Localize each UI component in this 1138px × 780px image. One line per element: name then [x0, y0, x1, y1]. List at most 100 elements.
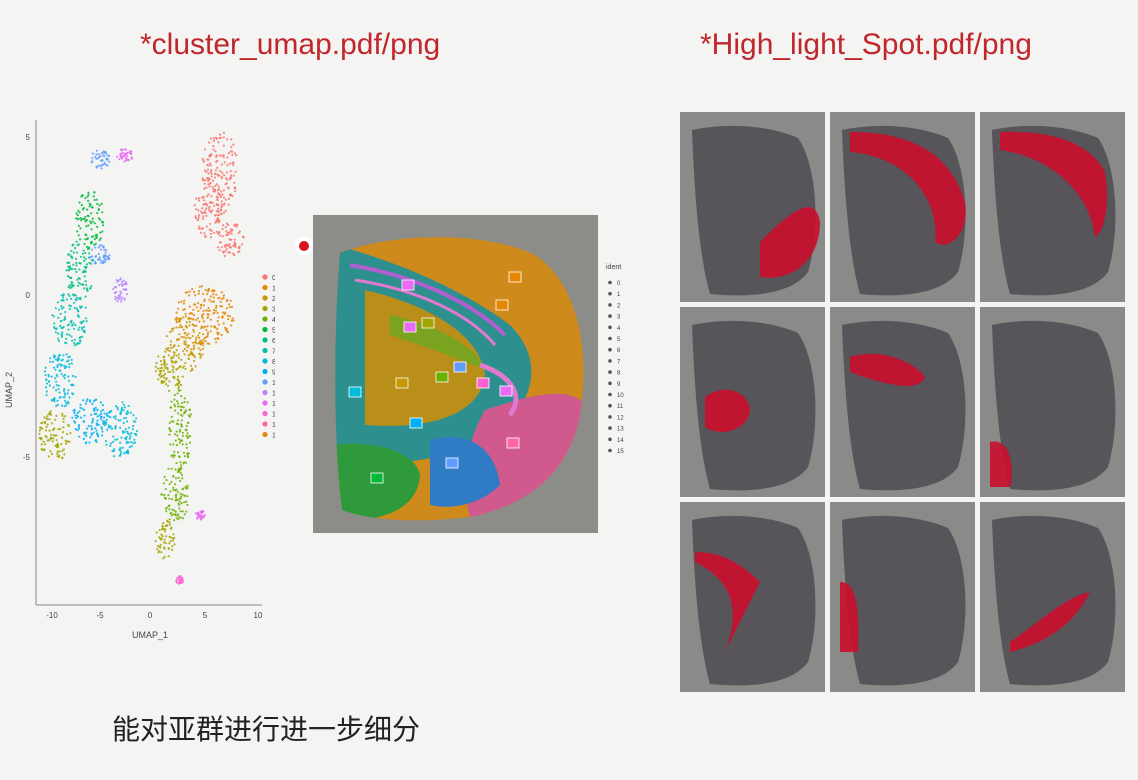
umap-point — [61, 412, 64, 415]
umap-point — [75, 251, 79, 254]
umap-point — [220, 305, 224, 308]
umap-point — [130, 432, 133, 435]
highlight-tile — [680, 112, 825, 302]
umap-point — [197, 334, 200, 337]
umap-point — [179, 405, 182, 408]
umap-point — [197, 216, 200, 219]
umap-point — [220, 163, 223, 166]
umap-point — [77, 315, 80, 318]
umap-point — [76, 278, 79, 281]
umap-point — [188, 294, 191, 297]
umap-point — [160, 551, 163, 554]
umap-point — [83, 431, 86, 434]
umap-point — [93, 222, 96, 225]
umap-point — [212, 190, 215, 193]
umap-point — [79, 416, 83, 419]
umap-point — [191, 334, 194, 338]
umap-point — [202, 344, 205, 347]
umap-point — [94, 427, 97, 430]
umap-point — [53, 366, 56, 369]
umap-point — [56, 452, 59, 455]
umap-point — [201, 333, 205, 336]
umap-point — [212, 296, 215, 299]
umap-point — [176, 434, 179, 437]
umap-point — [202, 304, 205, 307]
umap-point — [59, 320, 63, 323]
umap-point — [76, 314, 79, 317]
spatial-legend-label: 1 — [617, 292, 621, 298]
left-title: *cluster_umap.pdf/png — [140, 28, 441, 61]
umap-point — [58, 308, 61, 311]
umap-point — [113, 448, 116, 451]
umap-point — [170, 400, 173, 403]
umap-point — [214, 337, 217, 340]
umap-point — [163, 538, 166, 541]
spatial-cluster-label — [435, 371, 449, 383]
umap-point — [206, 177, 209, 180]
umap-point — [160, 363, 163, 366]
umap-point — [205, 214, 208, 217]
umap-point — [72, 251, 75, 254]
umap-point — [170, 361, 174, 364]
umap-point — [68, 355, 71, 358]
umap-point — [166, 524, 169, 527]
umap-point — [217, 207, 220, 210]
umap-point — [56, 446, 60, 449]
umap-point — [191, 368, 194, 372]
umap-point — [116, 155, 119, 158]
umap-point — [85, 245, 88, 248]
umap-point — [89, 220, 92, 223]
umap-point — [121, 155, 124, 158]
umap-point — [87, 425, 90, 428]
umap-point — [175, 368, 178, 371]
umap-point — [200, 304, 203, 307]
umap-point — [187, 456, 190, 459]
umap-point — [62, 354, 65, 357]
umap-point — [122, 288, 125, 291]
umap-point — [165, 510, 168, 513]
umap-point — [114, 286, 117, 289]
umap-point — [197, 213, 200, 217]
umap-point — [181, 443, 184, 446]
umap-point — [85, 219, 88, 222]
umap-point — [84, 442, 87, 445]
umap-point — [101, 408, 104, 411]
umap-point — [224, 183, 227, 186]
umap-point — [77, 427, 80, 430]
umap-point — [90, 228, 93, 231]
umap-point — [89, 203, 92, 206]
umap-point — [179, 383, 182, 386]
umap-point — [49, 450, 52, 453]
umap-point — [210, 300, 213, 303]
umap-point — [216, 173, 219, 176]
umap-point — [213, 311, 216, 314]
umap-point — [109, 416, 112, 419]
umap-point — [79, 262, 82, 265]
umap-point — [175, 316, 178, 319]
umap-point — [164, 366, 167, 370]
umap-point — [118, 284, 121, 287]
umap-point — [93, 198, 96, 202]
umap-point — [65, 269, 68, 272]
umap-point — [217, 337, 220, 340]
umap-point — [192, 313, 196, 317]
umap-point — [52, 386, 55, 389]
umap-point — [120, 300, 123, 303]
umap-point — [172, 420, 175, 423]
umap-point — [186, 401, 189, 404]
umap-point — [215, 160, 218, 163]
umap-point — [99, 401, 102, 404]
umap-point — [79, 238, 82, 241]
umap-point — [180, 464, 183, 467]
umap-point — [81, 335, 84, 338]
umap-point — [78, 326, 81, 329]
highlight-tile — [680, 502, 825, 692]
umap-axes — [35, 120, 262, 606]
umap-point — [49, 360, 52, 363]
umap-point — [176, 400, 179, 403]
umap-point — [84, 295, 87, 298]
umap-point — [218, 241, 221, 244]
umap-point — [227, 318, 230, 321]
umap-point — [208, 228, 211, 231]
umap-point — [77, 224, 80, 227]
